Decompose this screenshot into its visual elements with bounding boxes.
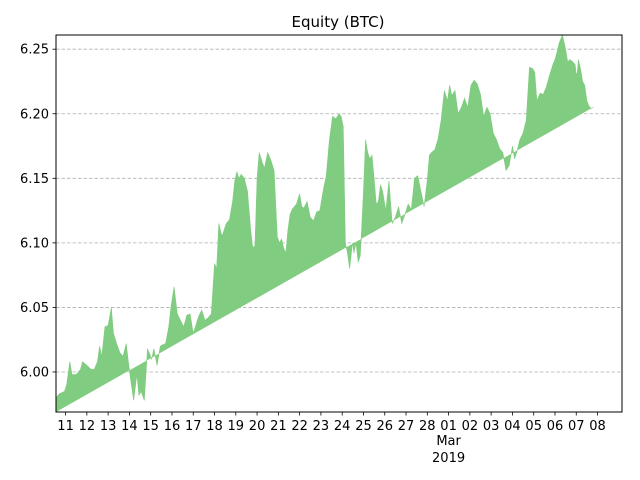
x-tick-label: 03: [483, 419, 500, 434]
x-tick-label: 18: [206, 419, 223, 434]
equity-area: [55, 34, 594, 412]
x-tick-label: 16: [164, 419, 181, 434]
x-tick-month-label: Mar: [436, 434, 461, 449]
x-tick-label: 05: [525, 419, 542, 434]
axes-frame: [55, 34, 623, 413]
y-axis: 6.00 6.05 6.10 6.15 6.20 6.25: [20, 43, 56, 380]
x-tick-label: 26: [376, 419, 393, 434]
y-tick-label: 6.20: [20, 107, 49, 122]
x-tick-label: 23: [313, 419, 330, 434]
x-tick-label: 28: [419, 419, 436, 434]
x-tick-label: 15: [142, 419, 159, 434]
x-tick-label: 06: [547, 419, 564, 434]
x-tick-label: 13: [100, 419, 117, 434]
x-tick-label: 19: [228, 419, 245, 434]
x-tick-label: 22: [291, 419, 308, 434]
x-tick-label: 01: [440, 419, 457, 434]
x-tick-label: 07: [568, 419, 585, 434]
x-tick-label: 24: [334, 419, 351, 434]
x-tick-label: 02: [462, 419, 479, 434]
x-tick-label: 25: [355, 419, 372, 434]
x-tick-label: 08: [589, 419, 606, 434]
y-tick-label: 6.15: [20, 172, 49, 187]
x-tick-label: 04: [504, 419, 521, 434]
x-tick-label: 14: [121, 419, 138, 434]
plot-area: [55, 34, 594, 412]
x-axis: 11 12 13 14 15 16 17 18 19 20 21 22 23 24 25 26 27 28 01Ma…: [57, 412, 606, 466]
chart-title: Equity (BTC): [292, 13, 385, 31]
x-tick-label: 20: [249, 419, 266, 434]
x-tick-label: 17: [185, 419, 202, 434]
x-tick-label: 27: [398, 419, 415, 434]
x-tick-label: 11: [57, 419, 74, 434]
x-tick-year-label: 2019: [432, 451, 465, 466]
y-tick-label: 6.25: [20, 43, 49, 58]
y-tick-label: 6.00: [20, 365, 49, 380]
x-tick-label: 12: [79, 419, 96, 434]
y-tick-label: 6.05: [20, 301, 49, 316]
y-tick-label: 6.10: [20, 236, 49, 251]
x-tick-label: 21: [270, 419, 287, 434]
